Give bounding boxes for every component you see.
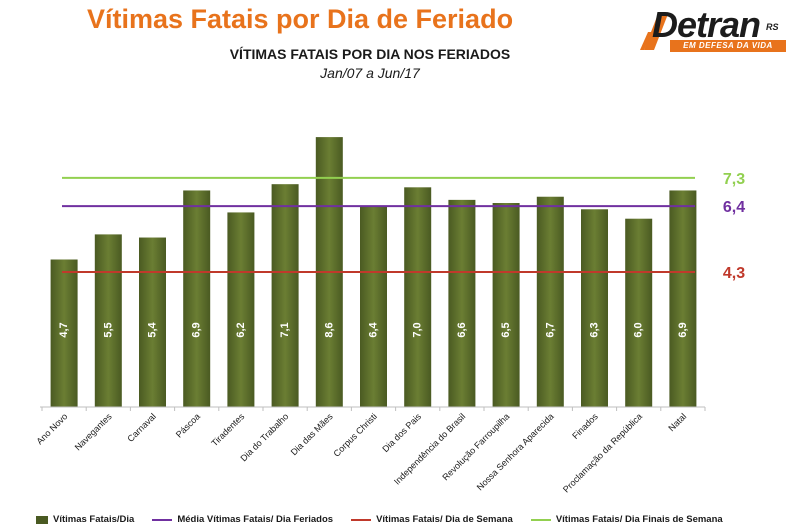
data-label: 6,5 bbox=[500, 322, 512, 337]
data-label: 7,1 bbox=[279, 322, 291, 337]
data-label: 6,4 bbox=[368, 321, 380, 337]
legend-item: Média Vítimas Fatais/ Dia Feriados bbox=[152, 514, 333, 525]
x-tick-label: Independência do Brasil bbox=[392, 411, 467, 486]
x-tick-label: Proclamação da República bbox=[561, 411, 644, 494]
bar bbox=[94, 234, 122, 407]
bar bbox=[404, 187, 432, 407]
bar bbox=[625, 218, 653, 407]
data-label: 6,6 bbox=[456, 322, 468, 337]
x-tick-label: Dia do Trabalho bbox=[239, 411, 291, 463]
data-label: 7,0 bbox=[412, 322, 424, 337]
chart-subtitle: VÍTIMAS FATAIS POR DIA NOS FERIADOS bbox=[229, 46, 511, 62]
reference-value-label: 6,4 bbox=[723, 199, 745, 216]
data-label: 6,7 bbox=[544, 322, 556, 337]
x-tick-label: Natal bbox=[666, 411, 688, 433]
x-tick-label: Nossa Senhora Aparecida bbox=[475, 411, 556, 492]
x-tick-label: Finados bbox=[570, 411, 600, 441]
bar bbox=[227, 212, 255, 407]
logo-swoosh-icon bbox=[640, 14, 668, 50]
data-label: 8,6 bbox=[323, 322, 335, 337]
data-label: 5,4 bbox=[147, 321, 159, 337]
data-label: 6,9 bbox=[191, 322, 203, 337]
data-label: 6,9 bbox=[677, 322, 689, 337]
chart-period: Jan/07 a Jun/17 bbox=[320, 65, 420, 81]
logo-tagline: EM DEFESA DA VIDA bbox=[670, 40, 786, 52]
bar bbox=[581, 209, 608, 407]
bar bbox=[183, 190, 211, 407]
legend-label: Vítimas Fatais/ Dia de Semana bbox=[376, 514, 513, 525]
bar bbox=[536, 196, 564, 407]
data-label: 4,7 bbox=[58, 322, 70, 337]
legend-label: Vítimas Fatais/Dia bbox=[53, 514, 135, 525]
chart-legend: Vítimas Fatais/Dia Média Vítimas Fatais/ … bbox=[36, 514, 723, 525]
detran-logo: Detran RS EM DEFESA DA VIDA bbox=[640, 4, 790, 52]
legend-item: Vítimas Fatais/ Dia Finais de Semana bbox=[530, 514, 723, 525]
legend-swatch bbox=[36, 515, 48, 524]
logo-suffix: RS bbox=[766, 22, 779, 32]
x-tick-label: Ano Novo bbox=[34, 411, 69, 446]
legend-item: Vítimas Fatais/Dia bbox=[36, 514, 134, 525]
x-tick-label: Corpus Christi bbox=[332, 411, 379, 458]
data-label: 5,5 bbox=[102, 322, 114, 337]
legend-swatch bbox=[530, 518, 551, 521]
data-label: 6,2 bbox=[235, 322, 247, 337]
bar bbox=[360, 206, 387, 407]
bar bbox=[271, 184, 299, 407]
x-tick-label: Dia dos Pais bbox=[380, 411, 423, 454]
legend-swatch bbox=[152, 518, 173, 521]
bar-chart: 4,7 5,5 5,4 6,9 6,2 7,1 8,6 6,4 7,0 6,6 6,5 6,7 6,3 6… bbox=[34, 137, 745, 494]
data-label: 6,3 bbox=[589, 322, 601, 337]
bar bbox=[492, 203, 520, 407]
bar bbox=[50, 259, 78, 407]
bar bbox=[669, 190, 697, 407]
x-tick-label: Tiradentes bbox=[209, 411, 246, 448]
bar bbox=[448, 199, 476, 407]
data-label: 6,0 bbox=[633, 322, 645, 337]
x-tick-label: Navegantes bbox=[73, 411, 114, 452]
chart-title: Vítimas Fatais por Dia de Feriado bbox=[86, 4, 514, 34]
x-tick-label: Dia das Mães bbox=[289, 411, 335, 457]
reference-value-label: 7,3 bbox=[723, 171, 745, 188]
logo-name: Detran bbox=[652, 4, 761, 45]
legend-label: Vítimas Fatais/ Dia Finais de Semana bbox=[555, 514, 723, 525]
bar bbox=[139, 237, 166, 407]
x-tick-label: Páscoa bbox=[174, 411, 202, 439]
legend-item: Vítimas Fatais/ Dia de Semana bbox=[351, 514, 513, 525]
x-tick-label: Carnaval bbox=[125, 411, 158, 444]
reference-value-label: 4,3 bbox=[723, 265, 745, 282]
legend-label: Média Vítimas Fatais/ Dia Feriados bbox=[177, 514, 334, 525]
legend-swatch bbox=[351, 518, 372, 521]
